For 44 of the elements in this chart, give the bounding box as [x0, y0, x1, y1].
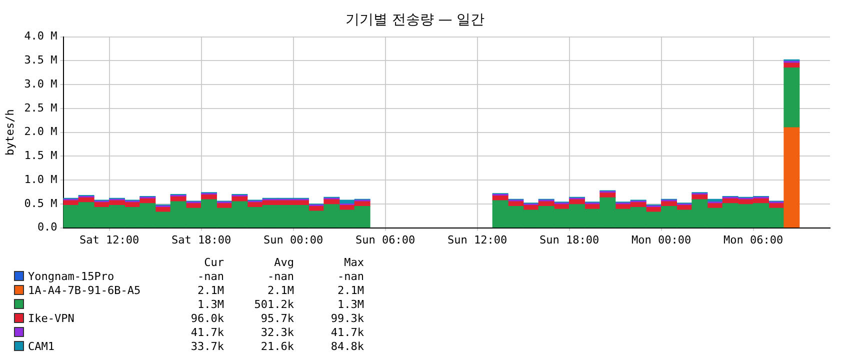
- text: 501.2k: [253, 298, 294, 311]
- text: 41.7k: [330, 326, 364, 339]
- y-tick-label: 0.0: [37, 220, 58, 234]
- y-tick-label: 3.5 M: [24, 54, 58, 67]
- legend-label: CAM1: [27, 340, 56, 353]
- text: 1.3M: [336, 298, 364, 311]
- y-tick-label: 2.0 M: [24, 125, 58, 138]
- text: 2.1M: [336, 284, 364, 297]
- text: 32.3k: [260, 326, 294, 339]
- text: 41.7k: [190, 326, 224, 339]
- x-tick-label: Sun 18:00: [540, 233, 600, 246]
- y-tick-label: 1.0 M: [24, 172, 58, 186]
- text: 2.1M: [266, 284, 294, 297]
- text: 99.3k: [330, 312, 364, 325]
- y-tick-label: 4.0 M: [24, 30, 58, 43]
- y-tick-label: 3.0 M: [24, 77, 58, 90]
- y-tick-label: 1.5 M: [24, 149, 58, 162]
- x-tick-label: Mon 00:00: [632, 233, 692, 246]
- y-axis-title: bytes/h: [3, 109, 16, 156]
- text: 33.7k: [190, 340, 224, 353]
- chart-title: 기기별 전송량 — 일간: [345, 12, 485, 28]
- x-tick-label: Mon 06:00: [724, 233, 784, 246]
- text: 21.6k: [260, 340, 294, 353]
- text: 1.3M: [196, 298, 224, 311]
- text: 2.1M: [196, 284, 224, 297]
- x-tick-label: Sun 12:00: [448, 233, 508, 246]
- y-tick-label: 0.5 M: [24, 196, 58, 210]
- text: 84.8k: [330, 340, 364, 353]
- text: Avg: [273, 256, 294, 269]
- text: -nan: [336, 270, 364, 283]
- text: 95.7k: [260, 312, 294, 325]
- x-tick-label: Sat 18:00: [172, 233, 232, 246]
- legend-label: Ike-VPN: [27, 312, 76, 325]
- x-tick-label: Sun 06:00: [356, 233, 416, 246]
- x-tick-label: Sun 00:00: [264, 233, 324, 246]
- y-tick-label: 2.5 M: [24, 101, 58, 114]
- legend-label: Yongnam-15Pro: [27, 270, 116, 283]
- legend-label: 1A-A4-7B-91-6B-A5: [27, 284, 142, 297]
- text: -nan: [196, 270, 224, 283]
- text: Max: [343, 256, 364, 269]
- text: Cur: [203, 256, 224, 269]
- x-tick-label: Sat 12:00: [80, 233, 140, 246]
- text: 96.0k: [190, 312, 224, 325]
- text: -nan: [266, 270, 294, 283]
